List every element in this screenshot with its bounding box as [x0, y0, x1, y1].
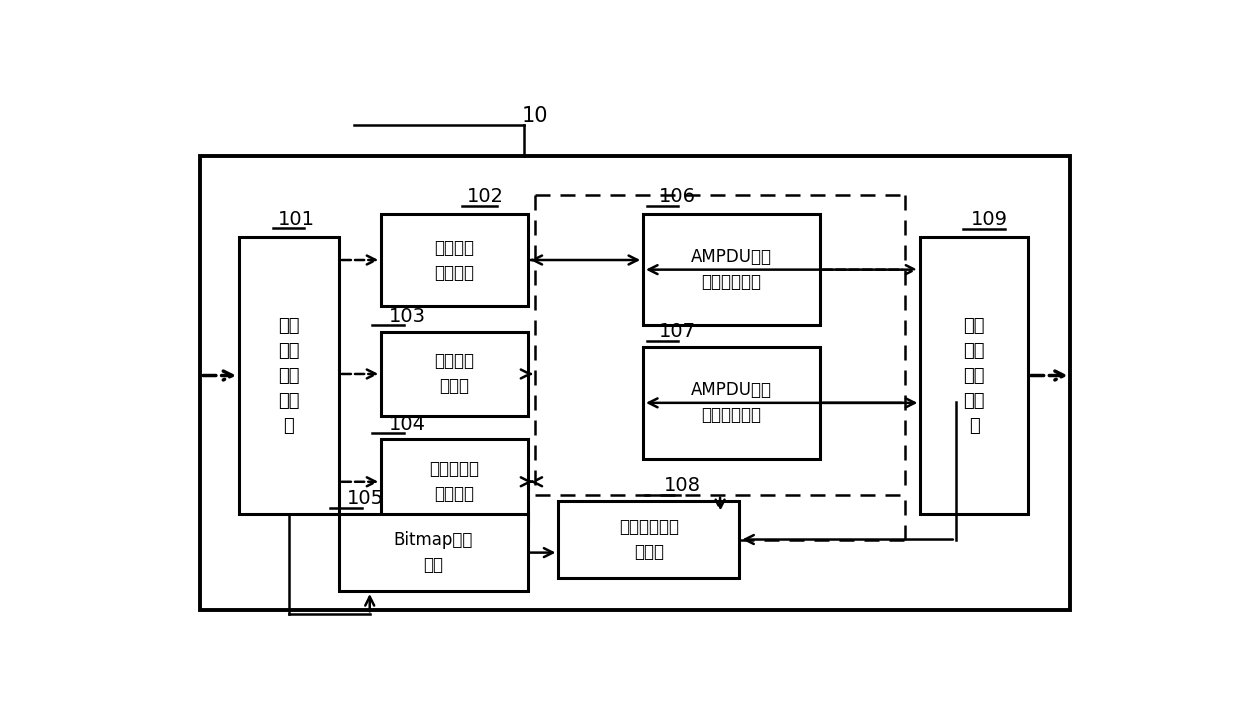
Bar [382, 440, 528, 524]
Text: 有效吞吐量
估计模块: 有效吞吐量 估计模块 [430, 461, 479, 503]
Text: 帧接
收信
息管
理模
块: 帧接 收信 息管 理模 块 [278, 317, 300, 435]
Text: 10: 10 [522, 106, 549, 126]
Text: 104: 104 [389, 414, 426, 434]
Text: 101: 101 [278, 210, 315, 229]
Bar [382, 214, 528, 307]
Bar [643, 347, 820, 458]
Text: 105: 105 [347, 489, 384, 508]
Text: 103: 103 [389, 307, 426, 326]
Bar [643, 214, 820, 325]
Text: 误子帧率
估计模块: 误子帧率 估计模块 [435, 239, 475, 281]
Bar [921, 237, 1028, 514]
Text: AMPDU传输
速率确定模块: AMPDU传输 速率确定模块 [691, 381, 772, 424]
Bar [559, 501, 740, 578]
Text: Bitmap分析
模块: Bitmap分析 模块 [394, 531, 473, 574]
Text: 107: 107 [658, 322, 695, 341]
Text: AMPDU聚合
帧长确定模块: AMPDU聚合 帧长确定模块 [691, 248, 772, 291]
Text: 帧发
送信
息管
理模
块: 帧发 送信 息管 理模 块 [964, 317, 985, 435]
Text: 108: 108 [664, 476, 701, 495]
Text: 碰撞检测和处
理模块: 碰撞检测和处 理模块 [618, 518, 679, 561]
Bar [382, 332, 528, 416]
Bar [201, 156, 1070, 610]
Text: 102: 102 [467, 187, 504, 206]
Text: 109: 109 [971, 210, 1009, 229]
Text: 106: 106 [658, 187, 695, 206]
Bar [339, 514, 528, 591]
Bar [239, 237, 339, 514]
Text: 信噪比测
量模块: 信噪比测 量模块 [435, 353, 475, 395]
